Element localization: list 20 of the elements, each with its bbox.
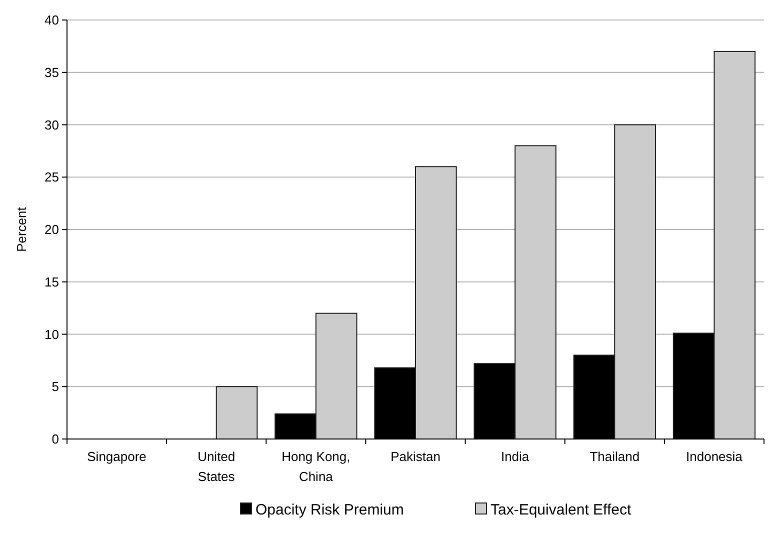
y-tick-label: 15: [44, 274, 59, 290]
y-tick-label: 40: [44, 12, 59, 28]
x-tick-label: United States: [198, 449, 236, 484]
x-tick-label: Indonesia: [686, 449, 744, 464]
x-tick-label: Hong Kong, China: [282, 449, 350, 484]
bar: [216, 386, 258, 440]
x-tick-label: India: [500, 449, 530, 464]
legend-label: Tax-Equivalent Effect: [490, 501, 632, 518]
y-tick-label: 5: [52, 379, 59, 394]
y-tick-label: 10: [44, 326, 59, 342]
legend-label: Opacity Risk Premium: [256, 501, 404, 518]
y-tick-label: 35: [44, 64, 59, 80]
x-tick-label: Pakistan: [390, 449, 440, 464]
y-tick-label: 30: [44, 117, 59, 132]
x-tick-label: Thailand: [590, 449, 640, 464]
x-tick-label: Singapore: [87, 449, 146, 464]
y-tick-label: 20: [44, 222, 59, 238]
y-axis-title: Percent: [14, 206, 29, 252]
y-tick-label: 0: [52, 432, 59, 447]
y-tick-label: 25: [44, 170, 59, 185]
